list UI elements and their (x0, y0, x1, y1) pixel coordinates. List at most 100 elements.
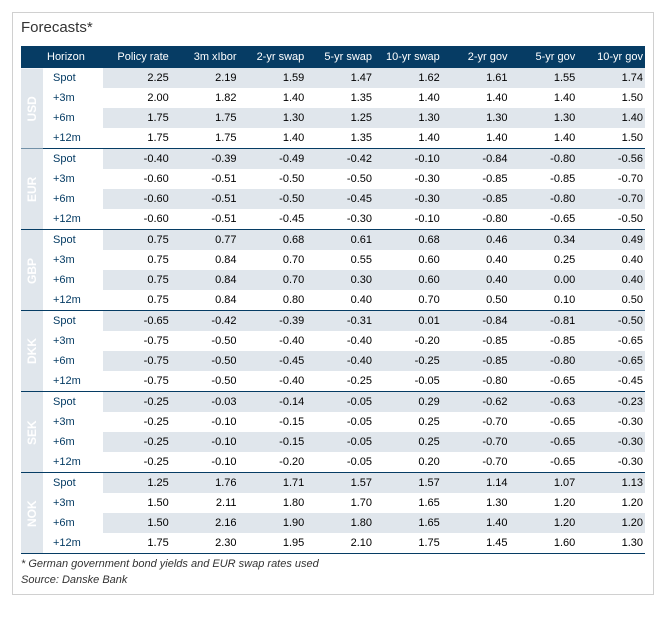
value-cell: 0.29 (374, 392, 442, 413)
value-cell: -0.05 (306, 432, 374, 452)
value-cell: -0.65 (510, 412, 578, 432)
value-cell: 1.75 (374, 533, 442, 554)
value-cell: 1.47 (306, 68, 374, 88)
header-3m-xibor: 3m xIbor (171, 46, 239, 68)
horizon-cell: +3m (43, 412, 103, 432)
table-row: +6m0.750.840.700.300.600.400.000.40 (21, 270, 645, 290)
value-cell: 0.61 (306, 230, 374, 251)
value-cell: 1.75 (103, 128, 171, 149)
value-cell: -0.84 (442, 149, 510, 170)
header-10yr-gov: 10-yr gov (577, 46, 645, 68)
value-cell: 1.20 (577, 513, 645, 533)
horizon-cell: +3m (43, 250, 103, 270)
horizon-cell: Spot (43, 68, 103, 88)
horizon-cell: +3m (43, 169, 103, 189)
table-row: +3m-0.60-0.51-0.50-0.50-0.30-0.85-0.85-0… (21, 169, 645, 189)
value-cell: -0.70 (442, 412, 510, 432)
value-cell: -0.50 (239, 189, 307, 209)
value-cell: 1.65 (374, 493, 442, 513)
currency-label: DKK (21, 311, 43, 392)
table-row: USDSpot2.252.191.591.471.621.611.551.74 (21, 68, 645, 88)
horizon-cell: +3m (43, 88, 103, 108)
value-cell: 1.20 (510, 513, 578, 533)
value-cell: -0.56 (577, 149, 645, 170)
value-cell: -0.39 (171, 149, 239, 170)
value-cell: -0.30 (374, 169, 442, 189)
value-cell: -0.10 (374, 209, 442, 230)
horizon-cell: +3m (43, 493, 103, 513)
value-cell: 1.59 (239, 68, 307, 88)
value-cell: 1.70 (306, 493, 374, 513)
value-cell: 1.74 (577, 68, 645, 88)
currency-label: GBP (21, 230, 43, 311)
value-cell: 0.50 (442, 290, 510, 311)
value-cell: 1.95 (239, 533, 307, 554)
header-horizon: Horizon (43, 46, 103, 68)
table-row: GBPSpot0.750.770.680.610.680.460.340.49 (21, 230, 645, 251)
horizon-cell: +12m (43, 371, 103, 392)
value-cell: 1.14 (442, 473, 510, 494)
value-cell: 1.40 (510, 128, 578, 149)
header-policy-rate: Policy rate (103, 46, 171, 68)
value-cell: -0.65 (510, 209, 578, 230)
value-cell: 1.50 (103, 513, 171, 533)
table-row: +12m0.750.840.800.400.700.500.100.50 (21, 290, 645, 311)
currency-label: NOK (21, 473, 43, 554)
header-5yr-gov: 5-yr gov (510, 46, 578, 68)
horizon-cell: Spot (43, 149, 103, 170)
value-cell: 0.50 (577, 290, 645, 311)
value-cell: -0.50 (171, 331, 239, 351)
value-cell: 0.77 (171, 230, 239, 251)
value-cell: 1.75 (103, 108, 171, 128)
value-cell: -0.40 (239, 371, 307, 392)
value-cell: 0.40 (577, 270, 645, 290)
value-cell: -0.23 (577, 392, 645, 413)
value-cell: 0.68 (239, 230, 307, 251)
value-cell: 1.13 (577, 473, 645, 494)
value-cell: 2.16 (171, 513, 239, 533)
value-cell: 0.49 (577, 230, 645, 251)
table-row: EURSpot-0.40-0.39-0.49-0.42-0.10-0.84-0.… (21, 149, 645, 170)
value-cell: 0.30 (306, 270, 374, 290)
value-cell: -0.05 (306, 392, 374, 413)
value-cell: 1.50 (577, 128, 645, 149)
value-cell: 0.25 (374, 412, 442, 432)
value-cell: -0.63 (510, 392, 578, 413)
currency-label: EUR (21, 149, 43, 230)
value-cell: 1.50 (103, 493, 171, 513)
value-cell: -0.50 (577, 209, 645, 230)
value-cell: 2.30 (171, 533, 239, 554)
value-cell: -0.51 (171, 169, 239, 189)
value-cell: -0.15 (239, 432, 307, 452)
value-cell: 0.25 (510, 250, 578, 270)
value-cell: 1.30 (577, 533, 645, 554)
value-cell: 1.57 (374, 473, 442, 494)
value-cell: -0.85 (442, 351, 510, 371)
value-cell: 2.19 (171, 68, 239, 88)
value-cell: -0.10 (171, 432, 239, 452)
value-cell: 1.76 (171, 473, 239, 494)
horizon-cell: +12m (43, 128, 103, 149)
forecast-table: Horizon Policy rate 3m xIbor 2-yr swap 5… (21, 46, 645, 554)
value-cell: 1.20 (577, 493, 645, 513)
value-cell: 1.40 (239, 128, 307, 149)
value-cell: -0.10 (374, 149, 442, 170)
footnote-1: * German government bond yields and EUR … (21, 558, 645, 570)
value-cell: -0.65 (577, 351, 645, 371)
value-cell: 1.65 (374, 513, 442, 533)
value-cell: -0.40 (306, 351, 374, 371)
value-cell: -0.45 (239, 351, 307, 371)
value-cell: 1.75 (103, 533, 171, 554)
value-cell: -0.30 (306, 209, 374, 230)
table-row: +12m1.752.301.952.101.751.451.601.30 (21, 533, 645, 554)
value-cell: 1.40 (442, 88, 510, 108)
value-cell: -0.70 (442, 452, 510, 473)
value-cell: -0.51 (171, 209, 239, 230)
value-cell: 0.40 (306, 290, 374, 311)
value-cell: -0.75 (103, 371, 171, 392)
horizon-cell: +12m (43, 290, 103, 311)
value-cell: -0.15 (239, 412, 307, 432)
horizon-cell: +6m (43, 108, 103, 128)
value-cell: 0.70 (374, 290, 442, 311)
value-cell: 0.68 (374, 230, 442, 251)
